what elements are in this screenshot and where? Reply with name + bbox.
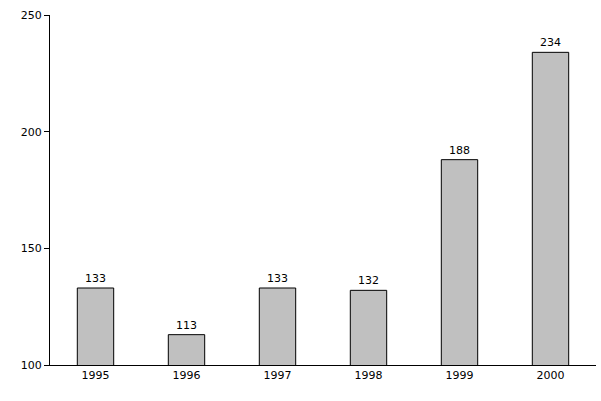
svg-text:200: 200	[21, 126, 42, 139]
svg-text:1999: 1999	[446, 369, 474, 382]
svg-text:113: 113	[176, 319, 197, 332]
svg-text:133: 133	[267, 272, 288, 285]
svg-text:2000: 2000	[537, 369, 565, 382]
svg-text:1998: 1998	[355, 369, 383, 382]
svg-text:133: 133	[85, 272, 106, 285]
svg-text:132: 132	[358, 274, 379, 287]
svg-text:100: 100	[21, 359, 42, 372]
svg-text:1997: 1997	[264, 369, 292, 382]
svg-text:188: 188	[449, 144, 470, 157]
svg-text:250: 250	[21, 9, 42, 22]
svg-text:234: 234	[540, 36, 561, 49]
svg-text:1995: 1995	[82, 369, 110, 382]
svg-text:1996: 1996	[173, 369, 201, 382]
svg-text:150: 150	[21, 242, 42, 255]
